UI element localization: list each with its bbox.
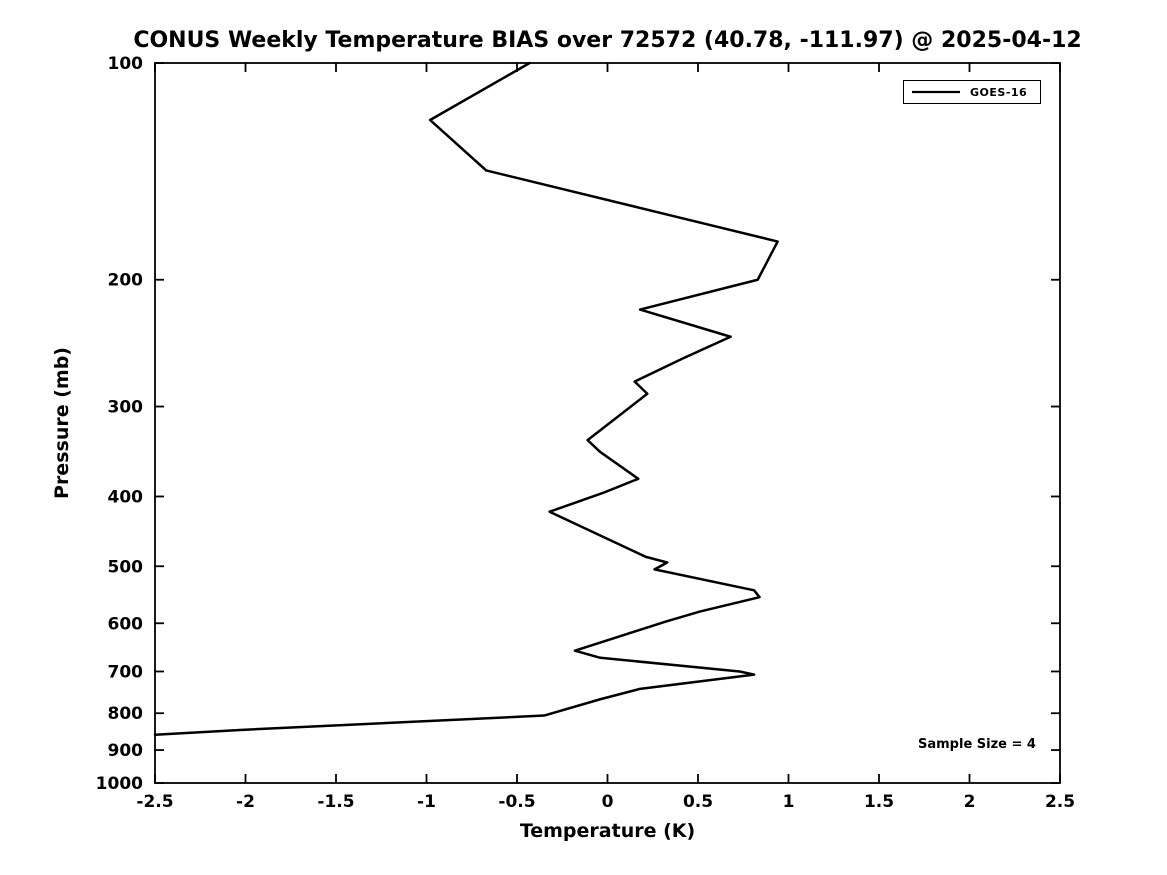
x-tick-label: 0 [602,792,614,812]
x-tick-label: 2 [964,792,976,812]
x-tick-label: -0.5 [498,792,535,812]
chart-title: CONUS Weekly Temperature BIAS over 72572… [133,28,1082,53]
x-tick-label: 0.5 [683,792,713,812]
sample-size-annotation: Sample Size = 4 [918,737,1036,752]
x-tick-label: -1 [417,792,436,812]
y-tick-label: 800 [108,704,144,724]
y-tick-label: 200 [108,271,144,291]
x-tick-label: 2.5 [1045,792,1075,812]
legend-label: GOES-16 [970,85,1028,99]
y-tick-label: 900 [108,741,144,761]
y-tick-label: 100 [108,54,144,74]
y-tick-label: 300 [108,398,144,418]
y-tick-label: 600 [108,614,144,634]
y-tick-label: 400 [108,487,144,507]
x-axis-label: Temperature (K) [519,820,696,842]
legend: GOES-16 [903,80,1041,104]
series-line-goes-16 [153,61,779,736]
x-tick-label: 1 [783,792,795,812]
x-tick-label: -2.5 [136,792,173,812]
legend-line-sample-icon [912,90,960,94]
x-tick-label: -2 [236,792,255,812]
y-tick-label: 700 [108,662,144,682]
x-tick-label: -1.5 [317,792,354,812]
y-tick-label: 1000 [96,774,143,794]
axes-frame [154,62,1061,784]
y-tick-label: 500 [108,557,144,577]
x-tick-label: 1.5 [864,792,894,812]
